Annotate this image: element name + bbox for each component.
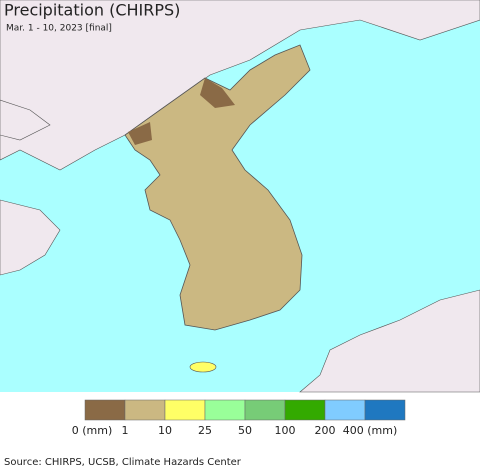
legend-swatch (324, 399, 366, 421)
legend-swatch (124, 399, 166, 421)
legend-label: 0 (mm) (72, 424, 113, 437)
legend-label: 1 (122, 424, 129, 437)
legend-label: 50 (238, 424, 252, 437)
legend-swatch (164, 399, 206, 421)
korea (124, 44, 311, 331)
legend-label: 25 (198, 424, 212, 437)
dry-area (200, 78, 235, 108)
legend-label: 200 (315, 424, 336, 437)
legend-label: 10 (158, 424, 172, 437)
legend-label: 400 (mm) (343, 424, 398, 437)
title: Precipitation (CHIRPS) (4, 1, 180, 20)
source: Source: CHIRPS, UCSB, Climate Hazards Ce… (4, 457, 242, 468)
legend-swatch (284, 399, 326, 421)
dry-area (128, 122, 152, 145)
land-shandong (0, 199, 61, 276)
subtitle: Mar. 1 - 10, 2023 [final] (6, 24, 112, 34)
land-liaodong (0, 99, 51, 141)
land-north (0, 0, 480, 171)
land-japan (299, 289, 480, 393)
jeju (189, 361, 217, 373)
legend-label: 100 (275, 424, 296, 437)
legend-swatch (364, 399, 406, 421)
legend-swatch (84, 399, 126, 421)
legend-swatch (204, 399, 246, 421)
legend-swatch (244, 399, 286, 421)
